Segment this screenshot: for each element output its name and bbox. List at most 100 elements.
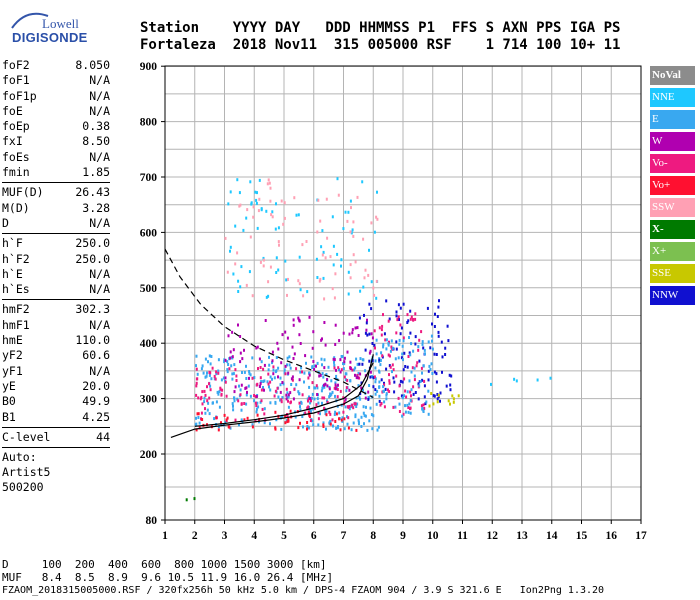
echo-point (299, 288, 302, 292)
echo-point (434, 312, 436, 316)
echo-point (401, 352, 404, 356)
echo-point (423, 348, 426, 352)
echo-point (303, 371, 306, 375)
echo-point (339, 370, 342, 374)
echo-point (284, 330, 287, 334)
echo-point (372, 286, 375, 290)
echo-point (219, 387, 222, 391)
y-tick-label: 700 (140, 172, 158, 184)
param-label: hmE (2, 333, 23, 348)
echo-point (428, 364, 431, 368)
param-row: B1 4.25 (2, 410, 110, 425)
legend-item-vo: Vo- (650, 154, 695, 173)
echo-point (250, 202, 253, 206)
x-tick-label: 2 (192, 530, 198, 542)
echo-point (329, 412, 332, 416)
echo-point (395, 374, 398, 378)
echo-point (267, 368, 270, 372)
echo-point (315, 403, 318, 407)
param-value: 44 (96, 429, 110, 444)
echo-point (340, 355, 343, 358)
echo-point (352, 253, 355, 257)
echo-point (368, 384, 371, 387)
echo-point (420, 330, 423, 334)
echo-point (357, 418, 360, 422)
echo-point (229, 426, 232, 430)
echo-point (347, 416, 350, 420)
echo-point (229, 356, 232, 360)
echo-point (396, 318, 399, 322)
echo-point (412, 349, 415, 353)
x-tick-label: 5 (281, 530, 287, 542)
echo-point (209, 384, 212, 388)
echo-point (374, 380, 377, 384)
param-value: 60.6 (82, 348, 110, 363)
echo-point (376, 217, 379, 221)
echo-point (199, 397, 202, 401)
echo-point (297, 316, 300, 320)
echo-point (354, 326, 357, 330)
legend-item-ssw: SSW (650, 198, 695, 217)
echo-point (237, 290, 240, 293)
echo-point (286, 420, 289, 424)
echo-point (367, 397, 370, 401)
echo-point (354, 415, 357, 419)
echo-point (324, 382, 327, 386)
echo-point (197, 396, 200, 400)
echo-point (267, 280, 270, 284)
curve-dashed-profile (164, 248, 374, 399)
footer-file-line: FZAOM_2018315005000.RSF / 320fx256h 50 k… (2, 585, 605, 596)
echo-point (193, 497, 196, 501)
echo-point (427, 412, 430, 416)
echo-point (378, 326, 381, 330)
echo-point (360, 381, 363, 385)
echo-point (275, 256, 278, 260)
echo-point (342, 396, 345, 400)
echo-point (269, 380, 272, 384)
echo-point (319, 373, 322, 377)
echo-point (223, 413, 226, 417)
echo-point (338, 411, 341, 415)
echo-point (333, 296, 336, 300)
echo-point (447, 399, 450, 403)
echo-point (308, 397, 310, 401)
echo-point (224, 358, 227, 362)
echo-point (329, 422, 332, 426)
param-row: foF2 8.050 (2, 58, 110, 73)
echo-point (323, 297, 326, 301)
series-cluster (227, 177, 379, 300)
echo-point (252, 215, 255, 219)
echo-point (279, 376, 282, 380)
echo-point (305, 240, 308, 243)
echo-point (347, 210, 350, 214)
echo-point (356, 362, 359, 366)
echo-point (361, 180, 364, 184)
echo-point (352, 220, 355, 224)
param-separator (2, 299, 110, 301)
echo-point (200, 417, 202, 421)
echo-point (313, 364, 316, 368)
echo-point (329, 255, 332, 259)
echo-point (319, 219, 322, 223)
echo-point (235, 374, 238, 378)
echo-point (304, 354, 307, 358)
param-row: yF2 60.6 (2, 348, 110, 363)
echo-point (277, 395, 280, 399)
echo-point (433, 394, 436, 398)
echo-point (450, 374, 453, 378)
echo-point (375, 215, 378, 219)
echo-point (346, 350, 349, 354)
echo-point (413, 374, 416, 378)
echo-point (338, 417, 340, 421)
echo-point (401, 396, 404, 400)
echo-point (226, 270, 229, 274)
x-tick-label: 8 (370, 530, 376, 542)
echo-point (513, 377, 516, 381)
echo-point (365, 321, 368, 325)
echo-point (423, 395, 426, 399)
echo-point (376, 428, 379, 432)
echo-point (314, 406, 316, 410)
echo-point (363, 313, 365, 317)
echo-point (349, 367, 352, 370)
echo-point (344, 210, 347, 214)
